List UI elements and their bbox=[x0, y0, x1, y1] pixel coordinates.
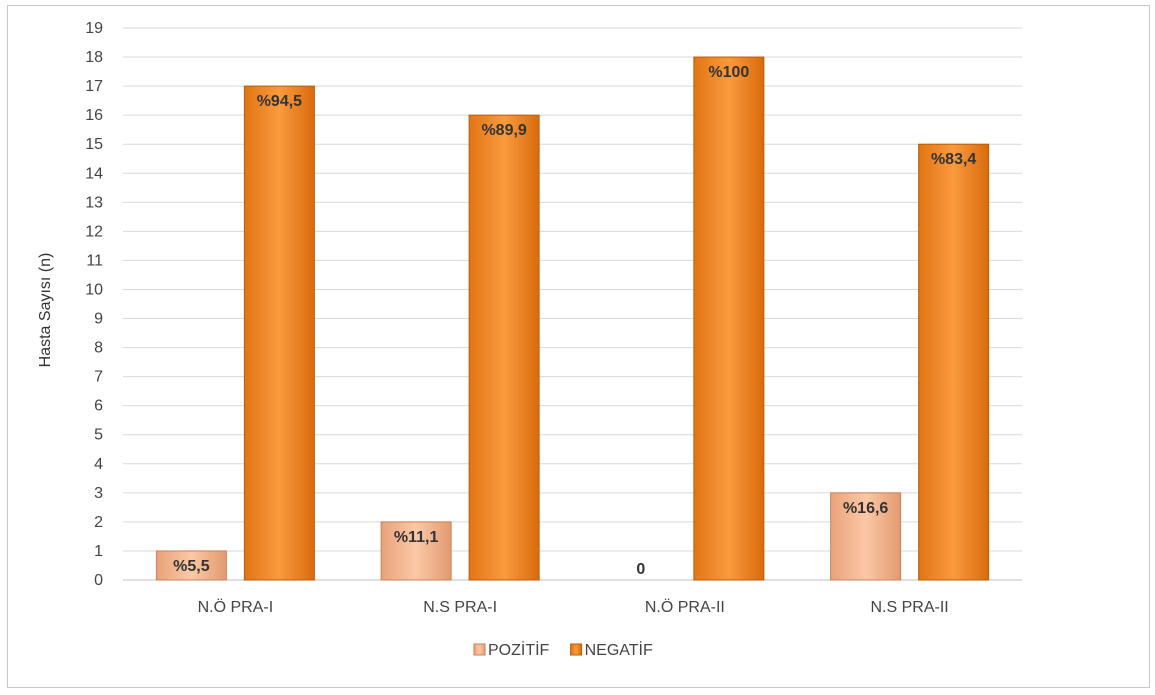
legend: POZİTİF NEGATİF bbox=[473, 640, 653, 659]
y-tick-label: 13 bbox=[85, 194, 103, 211]
y-tick-label: 7 bbox=[94, 369, 103, 386]
data-label: 0 bbox=[636, 561, 645, 578]
bar bbox=[155, 550, 227, 581]
y-tick-label: 0 bbox=[94, 572, 103, 589]
y-tick-label: 14 bbox=[85, 165, 103, 182]
y-axis-label: Hasta Sayısı (n) bbox=[37, 253, 54, 368]
y-tick-label: 1 bbox=[94, 543, 103, 560]
bar bbox=[830, 492, 902, 581]
y-tick-label: 5 bbox=[94, 427, 103, 444]
legend-swatch bbox=[473, 643, 486, 656]
legend-label: POZİTİF bbox=[488, 640, 550, 659]
data-labels: %5,5 %94,5 %11,1 %89,9 0 %100 %16,6 %83,4 bbox=[173, 64, 976, 578]
data-label: %83,4 bbox=[931, 151, 976, 168]
bars bbox=[155, 56, 990, 581]
data-label: %5,5 bbox=[173, 558, 210, 575]
y-tick-label: 15 bbox=[85, 136, 103, 153]
y-tick-label: 18 bbox=[85, 49, 103, 66]
bar bbox=[468, 114, 540, 581]
data-label: %11,1 bbox=[394, 529, 439, 546]
y-tick-label: 16 bbox=[85, 107, 103, 124]
y-tick-label: 9 bbox=[94, 311, 103, 328]
y-tick-label: 19 bbox=[85, 20, 103, 37]
bar bbox=[918, 143, 990, 581]
bar bbox=[243, 85, 315, 581]
y-tick-label: 8 bbox=[94, 340, 103, 357]
data-label: %16,6 bbox=[843, 500, 888, 517]
y-tick-label: 3 bbox=[94, 485, 103, 502]
x-axis-categories: N.Ö PRA-I N.S PRA-I N.Ö PRA-II N.S PRA-II bbox=[198, 598, 949, 616]
y-tick-label: 6 bbox=[94, 398, 103, 415]
y-tick-label: 2 bbox=[94, 514, 103, 531]
x-category-label: N.Ö PRA-II bbox=[645, 598, 725, 616]
y-tick-label: 17 bbox=[85, 78, 103, 95]
x-category-label: N.Ö PRA-I bbox=[198, 598, 274, 616]
data-label: %89,9 bbox=[481, 122, 526, 139]
legend-label: NEGATİF bbox=[585, 640, 653, 659]
y-tick-label: 12 bbox=[85, 223, 103, 240]
y-tick-label: 11 bbox=[86, 252, 103, 269]
data-label: %94,5 bbox=[257, 93, 302, 110]
x-category-label: N.S PRA-I bbox=[423, 599, 497, 616]
x-category-label: N.S PRA-II bbox=[871, 599, 949, 616]
bar bbox=[693, 56, 765, 581]
legend-swatch bbox=[570, 643, 583, 656]
data-label: %100 bbox=[708, 64, 749, 81]
y-tick-label: 10 bbox=[85, 281, 103, 298]
bar bbox=[380, 521, 452, 581]
y-tick-label: 4 bbox=[94, 456, 103, 473]
